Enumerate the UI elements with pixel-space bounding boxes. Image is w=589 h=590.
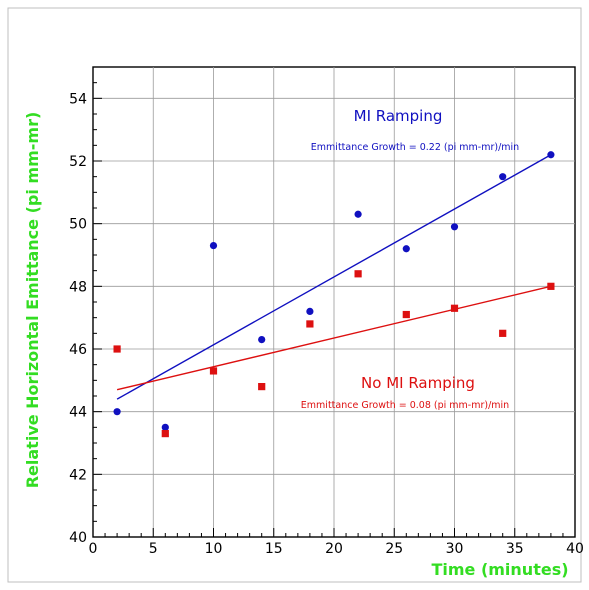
data-point-no-mi-ramping <box>547 282 555 290</box>
data-point-mi-ramping <box>499 173 507 181</box>
x-tick-label: 15 <box>265 541 283 557</box>
x-tick-label: 25 <box>385 541 403 557</box>
series-label-mi-ramping: MI Ramping <box>354 107 443 125</box>
chart-frame <box>7 7 582 583</box>
data-point-no-mi-ramping <box>354 270 362 278</box>
x-tick-label: 20 <box>325 541 343 557</box>
y-axis-title: Relative Horizontal Emittance (pi mm-mr) <box>23 112 42 489</box>
y-tick-label: 44 <box>69 405 87 421</box>
data-point-mi-ramping <box>402 245 410 253</box>
y-tick-label: 42 <box>69 467 87 483</box>
y-tick-label: 54 <box>69 91 87 107</box>
x-tick-label: 35 <box>506 541 524 557</box>
x-tick-label: 5 <box>149 541 158 557</box>
data-point-no-mi-ramping <box>113 345 121 353</box>
y-tick-label: 48 <box>69 279 87 295</box>
data-point-mi-ramping <box>161 423 169 431</box>
data-point-mi-ramping <box>258 336 266 344</box>
data-point-mi-ramping <box>306 307 314 315</box>
fit-lines <box>116 154 552 400</box>
series-label-no-mi-ramping: No MI Ramping <box>361 374 475 392</box>
x-tick-label: 30 <box>446 541 464 557</box>
y-tick-label: 46 <box>69 342 87 358</box>
x-axis-title: Time (minutes) <box>431 560 568 579</box>
fit-annotation-mi-ramping: Emmittance Growth = 0.22 (pi mm-mr)/min <box>311 142 519 153</box>
x-tick-label: 0 <box>89 541 98 557</box>
data-points <box>113 151 555 438</box>
data-point-no-mi-ramping <box>161 430 169 438</box>
data-point-mi-ramping <box>209 242 218 250</box>
y-tick-label: 50 <box>69 217 87 233</box>
fit-line-mi-ramping <box>116 154 552 400</box>
fit-annotation-no-mi-ramping: Emmittance Growth = 0.08 (pi mm-mr)/min <box>301 400 509 411</box>
data-point-mi-ramping <box>113 408 121 416</box>
y-tick-label: 40 <box>69 530 87 546</box>
fit-line-no-mi-ramping <box>116 285 552 391</box>
data-point-mi-ramping <box>547 151 555 159</box>
data-point-no-mi-ramping <box>499 329 507 337</box>
y-tick-label: 52 <box>69 154 87 170</box>
data-point-mi-ramping <box>450 223 459 231</box>
data-point-no-mi-ramping <box>402 310 410 319</box>
data-point-no-mi-ramping <box>209 367 218 375</box>
data-point-no-mi-ramping <box>258 383 266 391</box>
axis-ticks: 0 5 10 15 20 25 30 35 40 40 42 44 46 48 50 52 54 <box>69 66 584 557</box>
data-point-mi-ramping <box>354 210 362 218</box>
x-tick-label: 40 <box>566 541 584 557</box>
x-tick-label: 10 <box>205 541 223 557</box>
data-point-no-mi-ramping <box>306 320 314 328</box>
grid <box>93 67 575 537</box>
data-point-no-mi-ramping <box>450 304 459 312</box>
